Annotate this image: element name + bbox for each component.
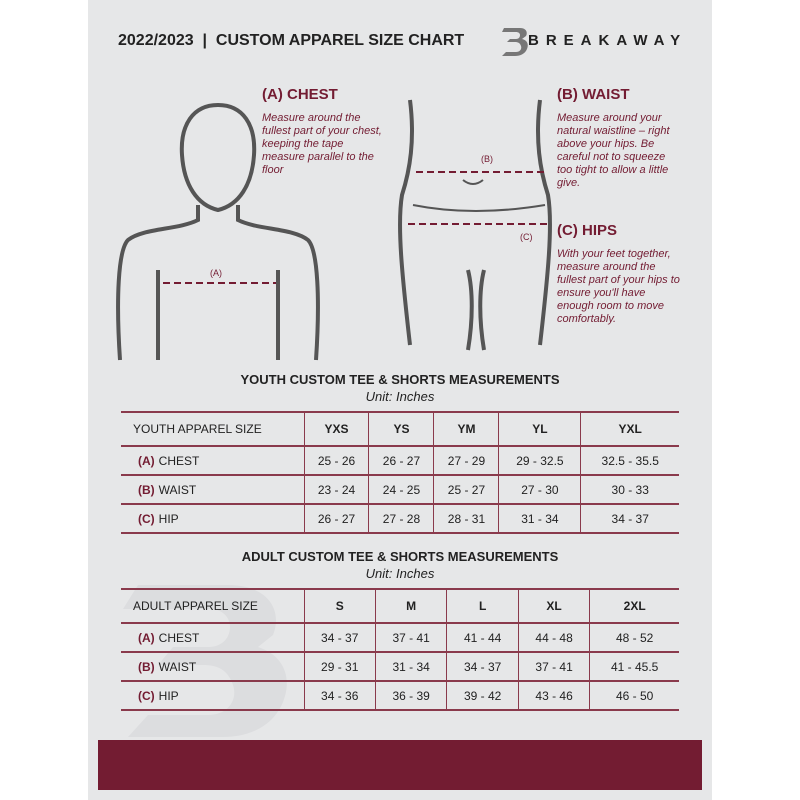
measurement-cell: 37 - 41 bbox=[517, 651, 590, 682]
size-header: ADULT APPAREL SIZE bbox=[121, 588, 304, 624]
measurement-cell: 24 - 25 bbox=[368, 474, 434, 505]
size-column-header: XL bbox=[517, 588, 590, 624]
measurement-cell: 34 - 36 bbox=[303, 680, 376, 711]
measure-letter: (B) bbox=[138, 482, 155, 497]
waist-heading: (B) WAIST bbox=[557, 86, 630, 103]
size-column-header: 2XL bbox=[589, 588, 679, 624]
measurement-cell: 41 - 44 bbox=[446, 622, 519, 653]
table-row: (B) WAIST 29 - 31 31 - 34 34 - 37 37 - 41 41 -… bbox=[121, 651, 679, 682]
table-row: (B) WAIST 23 - 24 24 - 25 25 - 27 27 - 30 30 -… bbox=[121, 474, 679, 505]
measure-name: WAIST bbox=[158, 659, 197, 674]
table-header-row: YOUTH APPAREL SIZE YXS YS YM YL YXL bbox=[121, 411, 679, 447]
measure-label: (B) WAIST bbox=[121, 651, 304, 682]
table-row: (C) HIP 26 - 27 27 - 28 28 - 31 31 - 34 34 - 3… bbox=[121, 503, 679, 534]
youth-size-table: YOUTH APPAREL SIZE YXS YS YM YL YXL (A) CHEST 25… bbox=[121, 411, 679, 534]
measure-name: CHEST bbox=[158, 630, 200, 645]
measurement-cell: 27 - 28 bbox=[368, 503, 434, 534]
measurement-cell: 30 - 33 bbox=[580, 474, 679, 505]
waist-marker-label: (B) bbox=[481, 154, 493, 164]
brand-name: BREAKAWAY bbox=[528, 32, 688, 49]
measurement-cell: 26 - 27 bbox=[368, 445, 434, 476]
measurement-cell: 44 - 48 bbox=[517, 622, 590, 653]
hips-instructions: With your feet together, measure around … bbox=[557, 248, 680, 325]
measure-label: (C) HIP bbox=[121, 680, 304, 711]
measurement-cell: 36 - 39 bbox=[374, 680, 447, 711]
measure-name: HIP bbox=[158, 688, 179, 703]
footer-bar bbox=[98, 740, 702, 790]
page-title: 2022/2023 | CUSTOM APPAREL SIZE CHART bbox=[118, 32, 465, 49]
chest-instructions: Measure around the fullest part of your … bbox=[262, 112, 382, 176]
measurement-cell: 28 - 31 bbox=[433, 503, 499, 534]
size-column-header: L bbox=[446, 588, 519, 624]
measurement-cell: 29 - 32.5 bbox=[498, 445, 581, 476]
size-header: YOUTH APPAREL SIZE bbox=[121, 411, 304, 447]
measurement-cell: 31 - 34 bbox=[374, 651, 447, 682]
measurement-cell: 23 - 24 bbox=[303, 474, 369, 505]
size-column-header: YXL bbox=[580, 411, 679, 447]
measure-letter: (A) bbox=[138, 630, 155, 645]
measurement-cell: 29 - 31 bbox=[303, 651, 376, 682]
measurement-cell: 25 - 26 bbox=[303, 445, 369, 476]
measurement-cell: 46 - 50 bbox=[589, 680, 679, 711]
size-column-header: YS bbox=[368, 411, 434, 447]
measure-label: (B) WAIST bbox=[121, 474, 304, 505]
size-column-header: YL bbox=[498, 411, 581, 447]
measure-label: (A) CHEST bbox=[121, 445, 304, 476]
size-chart-page: 2022/2023 | CUSTOM APPAREL SIZE CHART BR… bbox=[88, 0, 712, 800]
measurement-cell: 34 - 37 bbox=[303, 622, 376, 653]
measure-letter: (A) bbox=[138, 453, 155, 468]
measurement-cell: 31 - 34 bbox=[498, 503, 581, 534]
measure-letter: (C) bbox=[138, 511, 155, 526]
adult-section-title: ADULT CUSTOM TEE & SHORTS MEASUREMENTS bbox=[241, 549, 559, 564]
measurement-cell: 26 - 27 bbox=[303, 503, 369, 534]
measurement-cell: 34 - 37 bbox=[446, 651, 519, 682]
hips-heading: (C) HIPS bbox=[557, 222, 617, 239]
waist-instructions: Measure around your natural waistline – … bbox=[557, 112, 670, 189]
measurement-cell: 27 - 29 bbox=[433, 445, 499, 476]
size-column-header: YM bbox=[433, 411, 499, 447]
adult-size-table: ADULT APPAREL SIZE S M L XL 2XL (A) CHEST 34 - 3… bbox=[121, 588, 679, 711]
chest-heading: (A) CHEST bbox=[262, 86, 338, 103]
size-column-header: S bbox=[303, 588, 376, 624]
size-column-header: YXS bbox=[303, 411, 369, 447]
measurement-cell: 41 - 45.5 bbox=[589, 651, 679, 682]
table-header-row: ADULT APPAREL SIZE S M L XL 2XL bbox=[121, 588, 679, 624]
measurement-cell: 25 - 27 bbox=[433, 474, 499, 505]
measurement-cell: 34 - 37 bbox=[580, 503, 679, 534]
youth-section-title: YOUTH CUSTOM TEE & SHORTS MEASUREMENTS bbox=[240, 372, 560, 387]
table-row: (A) CHEST 25 - 26 26 - 27 27 - 29 29 - 32.5 32… bbox=[121, 445, 679, 476]
youth-unit: Unit: Inches bbox=[365, 389, 435, 404]
breakaway-logo-icon bbox=[502, 28, 528, 56]
measure-name: CHEST bbox=[158, 453, 200, 468]
table-row: (A) CHEST 34 - 37 37 - 41 41 - 44 44 - 48 48 -… bbox=[121, 622, 679, 653]
body-illustrations bbox=[116, 99, 552, 361]
measure-name: HIP bbox=[158, 511, 179, 526]
measurement-cell: 27 - 30 bbox=[498, 474, 581, 505]
measurement-cell: 48 - 52 bbox=[589, 622, 679, 653]
measure-letter: (C) bbox=[138, 688, 155, 703]
measurement-cell: 39 - 42 bbox=[446, 680, 519, 711]
measure-label: (A) CHEST bbox=[121, 622, 304, 653]
hips-marker-label: (C) bbox=[520, 232, 533, 242]
table-row: (C) HIP 34 - 36 36 - 39 39 - 42 43 - 46 46 - 5… bbox=[121, 680, 679, 711]
measurement-cell: 43 - 46 bbox=[517, 680, 590, 711]
measure-label: (C) HIP bbox=[121, 503, 304, 534]
measurement-cell: 32.5 - 35.5 bbox=[580, 445, 679, 476]
chest-marker-label: (A) bbox=[210, 268, 222, 278]
measurement-cell: 37 - 41 bbox=[374, 622, 447, 653]
measure-name: WAIST bbox=[158, 482, 197, 497]
measure-letter: (B) bbox=[138, 659, 155, 674]
size-column-header: M bbox=[374, 588, 447, 624]
adult-unit: Unit: Inches bbox=[365, 566, 435, 581]
